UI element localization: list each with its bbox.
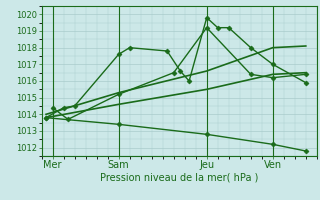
- X-axis label: Pression niveau de la mer( hPa ): Pression niveau de la mer( hPa ): [100, 173, 258, 183]
